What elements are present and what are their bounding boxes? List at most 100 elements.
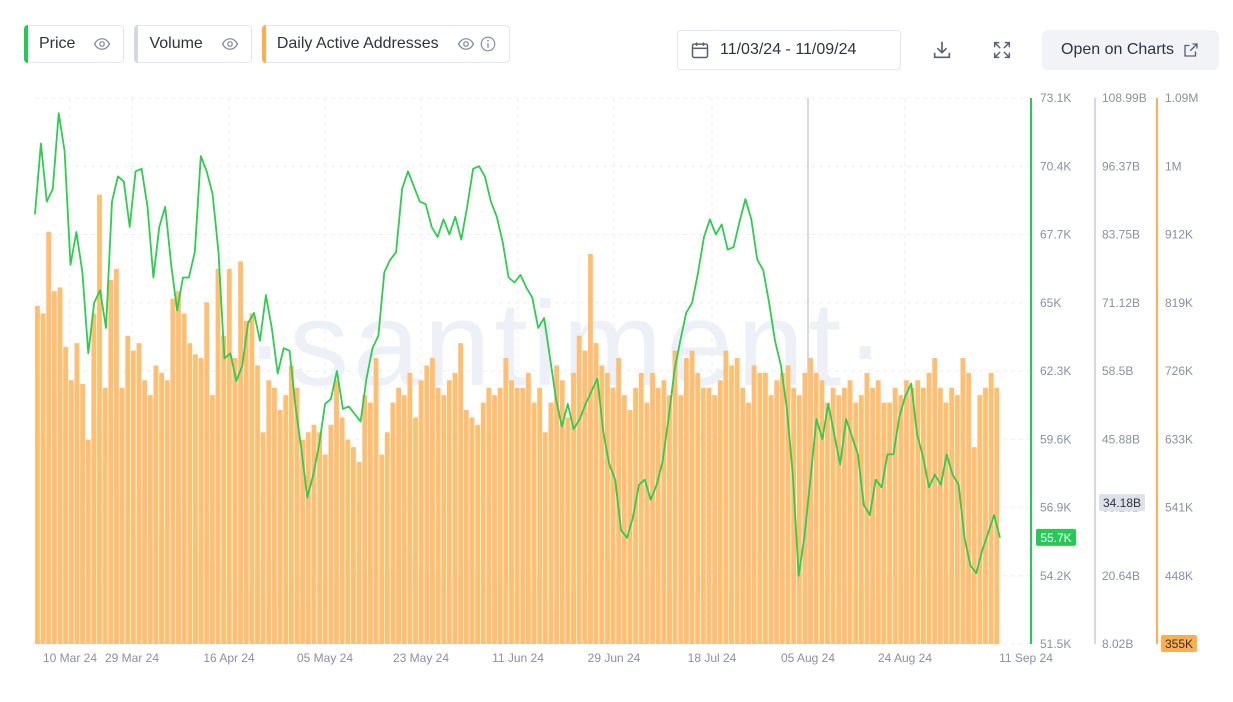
- daa-bar: [610, 387, 616, 644]
- price-line: [34, 112, 1001, 577]
- daa-bar: [193, 354, 198, 644]
- daa-bar: [576, 335, 582, 644]
- daa-bar: [717, 380, 723, 644]
- daa-bar: [198, 358, 204, 644]
- daa-bar: [57, 287, 63, 644]
- daa-bar: [836, 395, 842, 644]
- daa-bar: [898, 395, 904, 644]
- daa-bar: [209, 395, 215, 644]
- daa-bar: [396, 387, 402, 644]
- daa-bar: [430, 358, 435, 644]
- eye-icon[interactable]: [457, 35, 475, 53]
- daa-bar: [362, 395, 368, 644]
- daa-bar: [97, 194, 102, 645]
- daa-bars: [35, 194, 1000, 645]
- info-icon[interactable]: [479, 35, 497, 53]
- daa-bar: [864, 372, 870, 644]
- daa-bar: [915, 380, 921, 644]
- daa-bar: [68, 380, 74, 644]
- daa-bar: [672, 350, 678, 644]
- volume-tick: 108.99B: [1102, 91, 1147, 105]
- price-color-bar: [24, 25, 28, 63]
- daa-bar: [153, 365, 159, 644]
- daa-bar: [774, 380, 780, 644]
- price-tick: 54.2K: [1040, 569, 1071, 583]
- price-tick: 62.3K: [1040, 364, 1071, 378]
- daa-bar: [734, 358, 740, 644]
- daa-bar: [85, 439, 91, 644]
- daa-bar: [768, 395, 774, 644]
- daa-bar: [644, 402, 650, 644]
- daa-bar: [458, 343, 464, 644]
- daa-bar: [142, 380, 148, 644]
- daa-bar: [954, 395, 960, 644]
- daa-bar: [424, 365, 430, 644]
- daa-bar: [565, 417, 571, 644]
- date-range-picker[interactable]: 11/03/24 - 11/09/24: [677, 30, 901, 70]
- daa-bar: [384, 432, 390, 644]
- daa-current-badge-bg: [1161, 635, 1197, 652]
- daa-bar: [46, 231, 52, 644]
- daa-bar: [582, 350, 588, 644]
- price-current-badge-bg: [1036, 528, 1076, 546]
- calendar-icon: [691, 42, 709, 59]
- volume-tick: 83.75B: [1102, 228, 1140, 242]
- daa-tick: 726K: [1165, 364, 1193, 378]
- daa-bar: [695, 372, 701, 644]
- daa-bar: [40, 313, 46, 644]
- daa-bar: [418, 380, 424, 644]
- daa-bar: [779, 372, 785, 644]
- daa-bar: [63, 346, 69, 644]
- volume-tick: 96.37B: [1102, 159, 1140, 173]
- daa-bar: [604, 372, 610, 644]
- daa-bar: [266, 380, 272, 644]
- daa-bar: [480, 402, 486, 644]
- daa-bar: [300, 439, 306, 644]
- daa-bar: [520, 387, 526, 644]
- open-on-charts-label: Open on Charts: [1061, 41, 1174, 58]
- axes: 73.1K 108.99B 1.09M 70.4K 96.37B 1M 67.7K 83.75…: [43, 91, 1198, 665]
- x-tick-label: 11 Jun 24: [492, 651, 544, 665]
- daa-bar: [830, 387, 836, 644]
- daa-bar: [683, 358, 689, 644]
- legend-daa[interactable]: Daily Active Addresses: [261, 25, 510, 63]
- x-tick-label: 23 May 24: [393, 651, 449, 665]
- daa-bar: [819, 380, 825, 644]
- fullscreen-button[interactable]: [988, 36, 1016, 64]
- daa-bar: [706, 387, 712, 644]
- daa-bar: [317, 432, 323, 644]
- daa-bar: [339, 417, 345, 644]
- daa-bar: [667, 395, 672, 644]
- legend-daa-label: Daily Active Addresses: [276, 35, 439, 52]
- daa-bar: [700, 387, 706, 644]
- eye-icon[interactable]: [221, 35, 239, 53]
- price-tick: 70.4K: [1040, 159, 1071, 173]
- price-tick: 65K: [1040, 296, 1061, 310]
- daa-bar: [51, 291, 57, 644]
- daa-bar: [881, 402, 887, 644]
- legend-volume[interactable]: Volume: [134, 25, 252, 63]
- daa-bar: [147, 395, 153, 644]
- daa-bar: [593, 343, 599, 644]
- daa-bar: [283, 395, 289, 644]
- daa-bar: [723, 350, 729, 644]
- volume-current-badge-bg: [1099, 494, 1145, 511]
- price-tick: 59.6K: [1040, 432, 1071, 446]
- daa-bar: [988, 372, 994, 644]
- daa-bar: [926, 372, 932, 644]
- eye-icon[interactable]: [93, 35, 111, 53]
- daa-bar: [746, 402, 751, 644]
- daa-bar: [525, 372, 531, 644]
- daa-bar: [249, 313, 255, 644]
- download-button[interactable]: [928, 36, 956, 64]
- daa-bar: [492, 395, 497, 644]
- daa-bar: [825, 402, 830, 644]
- volume-tick: 58.5B: [1102, 364, 1133, 378]
- legend-price[interactable]: Price: [24, 25, 125, 63]
- daa-bar: [435, 387, 441, 644]
- daa-bar: [531, 402, 537, 644]
- x-tick-label: 24 Aug 24: [878, 651, 932, 665]
- open-on-charts-button[interactable]: Open on Charts: [1042, 30, 1219, 70]
- daa-bar: [994, 387, 1000, 644]
- fullscreen-icon: [993, 41, 1011, 59]
